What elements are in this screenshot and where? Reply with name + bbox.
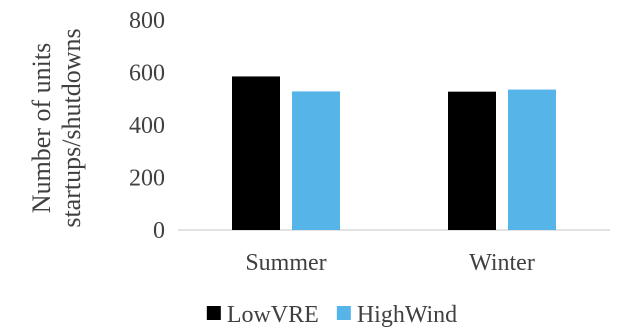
y-tick-label: 200 [129,166,165,192]
y-axis-tick-labels: 0 200 400 600 800 [129,8,165,244]
bar-lowvre-winter [448,91,496,230]
x-category-label: Summer [245,250,326,276]
x-axis-category-labels: Summer Winter [245,250,535,276]
bar-highwind-winter [508,89,556,230]
bar-lowvre-summer [232,76,280,230]
bar-group [232,76,556,231]
y-tick-label: 0 [153,218,165,244]
bar-highwind-summer [292,91,340,231]
y-axis-title-line-2: startups/shutdowns [57,28,86,227]
y-axis-title: Number of units startups/shutdowns [27,28,86,227]
y-tick-label: 800 [129,8,165,34]
legend-swatch-highwind [336,306,351,320]
legend: LowVRE HighWind [206,302,457,328]
y-tick-label: 600 [129,61,165,87]
x-category-label: Winter [469,250,535,276]
legend-label-lowvre: LowVRE [227,302,319,328]
legend-label-highwind: HighWind [357,302,457,328]
legend-swatch-lowvre [206,306,221,320]
y-tick-label: 400 [129,113,165,139]
y-axis-title-line-1: Number of units [27,43,56,213]
